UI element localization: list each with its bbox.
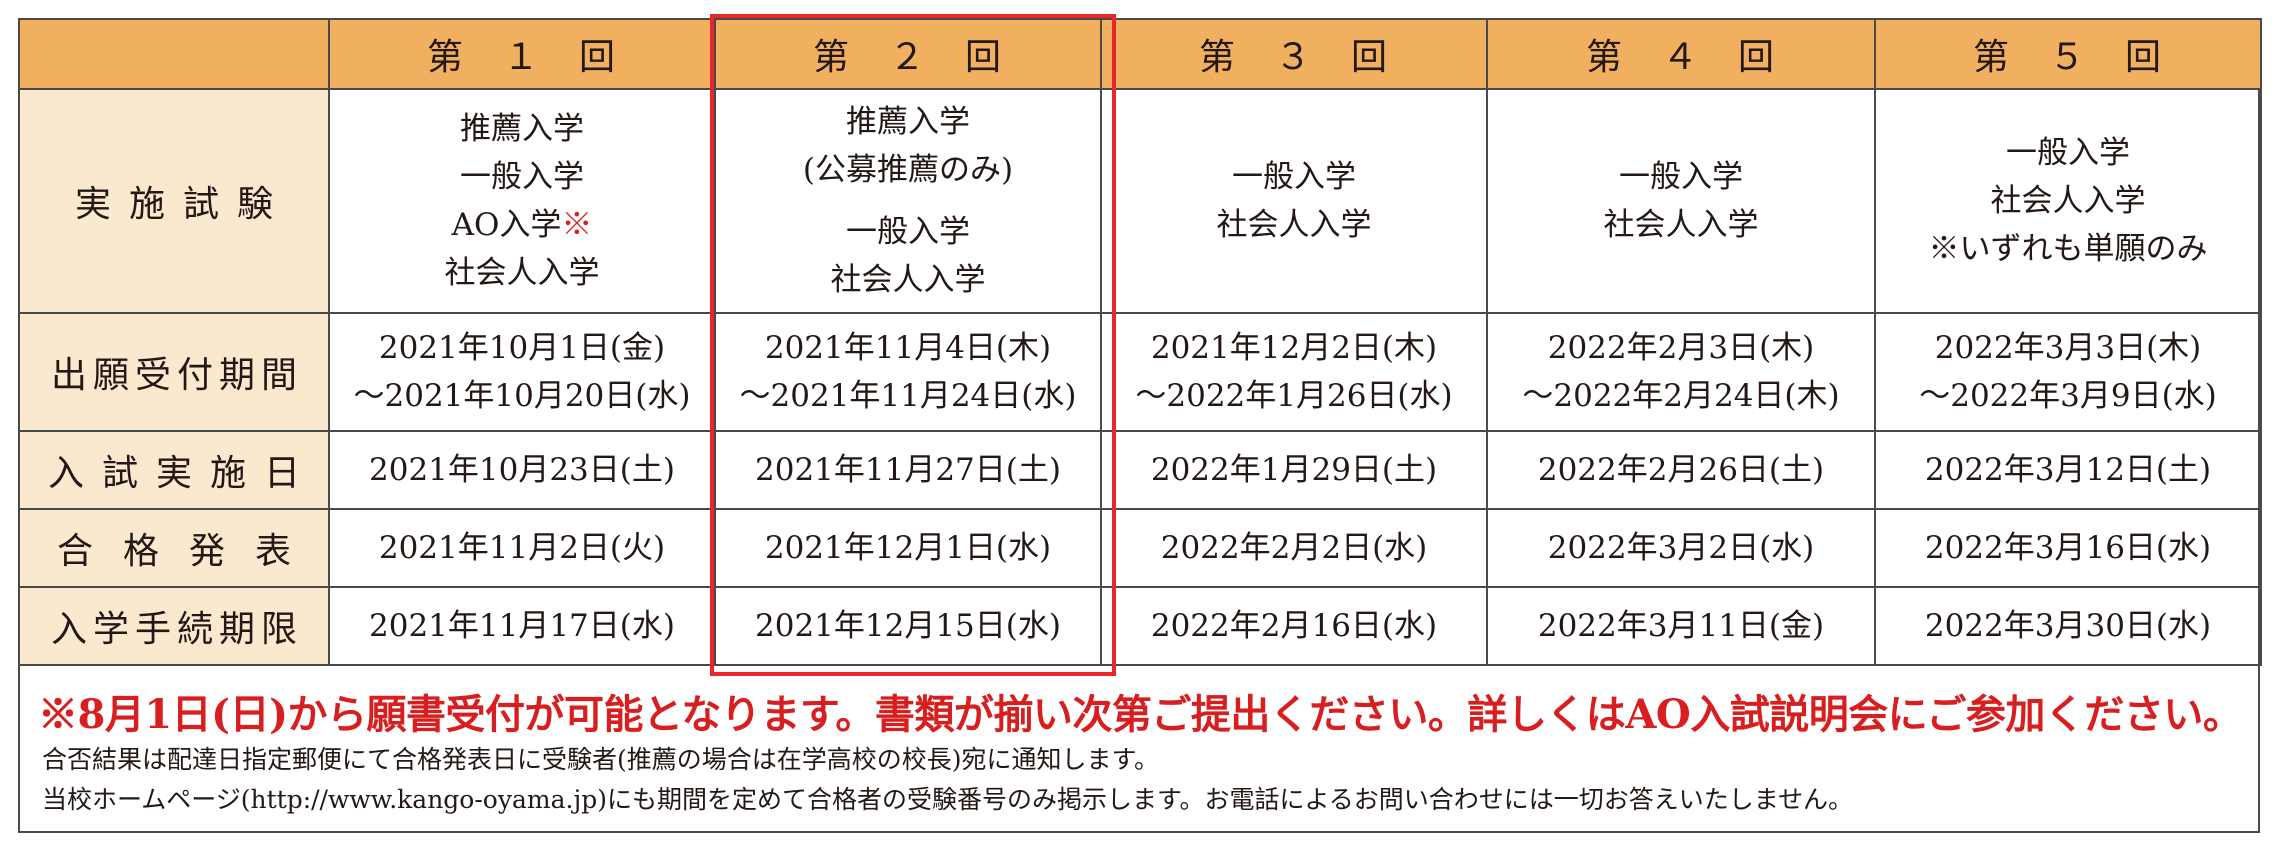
ao-note-mark: ※ <box>561 207 593 243</box>
procedure-cell-3: 2022年2月16日(水) <box>1100 586 1488 666</box>
exam-date-cell-2: 2021年11月27日(土) <box>714 430 1102 510</box>
header-row: 第 １ 回 第 ２ 回 第 ３ 回 第 ４ 回 第 ５ 回 <box>18 18 2262 90</box>
round-2-header: 第 ２ 回 <box>714 18 1102 90</box>
website-posting-note: 当校ホームページ(http://www.kango-oyama.jp)にも期間を… <box>42 785 1853 814</box>
row-label-exam-date: 入試実施日 <box>18 430 330 510</box>
procedure-cell-2: 2021年12月15日(水) <box>714 586 1102 666</box>
result-notification-note: 合否結果は配達日指定郵便にて合格発表日に受験者(推薦の場合は在学高校の校長)宛に… <box>42 745 1160 774</box>
exams-cell-4: 一般入学 社会人入学 <box>1486 88 1876 314</box>
exam-date-cell-3: 2022年1月29日(土) <box>1100 430 1488 510</box>
apply-cell-3: 2021年12月2日(木) ～2022年1月26日(水) <box>1100 312 1488 432</box>
result-row: 合格発表 2021年11月2日(火) 2021年12月1日(水) 2022年2月… <box>18 508 2262 588</box>
procedure-cell-4: 2022年3月11日(金) <box>1486 586 1876 666</box>
apply-row: 出願受付期間 2021年10月1日(金) ～2021年10月20日(水) 2021… <box>18 312 2262 432</box>
exam-date-cell-5: 2022年3月12日(土) <box>1874 430 2262 510</box>
procedure-row: 入学手続期限 2021年11月17日(水) 2021年12月15日(水) 202… <box>18 586 2262 666</box>
exam-date-row: 入試実施日 2021年10月23日(土) 2021年11月27日(土) 2022… <box>18 430 2262 510</box>
notes-section: ※8月1日(日)から願書受付が可能となります。書類が揃い次第ご提出ください。詳し… <box>20 670 2258 820</box>
procedure-cell-1: 2021年11月17日(水) <box>328 586 716 666</box>
row-label-exams: 実施試験 <box>18 88 330 314</box>
exams-row: 実施試験 推薦入学 一般入学 AO入学※ 社会人入学 推薦入学 (公募推薦のみ)… <box>18 88 2262 314</box>
application-notice: ※8月1日(日)から願書受付が可能となります。書類が揃い次第ご提出ください。詳し… <box>38 691 2243 738</box>
result-cell-3: 2022年2月2日(水) <box>1100 508 1488 588</box>
round-3-header: 第 ３ 回 <box>1100 18 1488 90</box>
exam-date-cell-1: 2021年10月23日(土) <box>328 430 716 510</box>
result-cell-2: 2021年12月1日(水) <box>714 508 1102 588</box>
exams-cell-1: 推薦入学 一般入学 AO入学※ 社会人入学 <box>328 88 716 314</box>
exam-date-cell-4: 2022年2月26日(土) <box>1486 430 1876 510</box>
round-4-header: 第 ４ 回 <box>1486 18 1876 90</box>
row-label-result: 合格発表 <box>18 508 330 588</box>
apply-cell-1: 2021年10月1日(金) ～2021年10月20日(水) <box>328 312 716 432</box>
apply-cell-5: 2022年3月3日(木) ～2022年3月9日(水) <box>1874 312 2262 432</box>
procedure-cell-5: 2022年3月30日(水) <box>1874 586 2262 666</box>
result-cell-1: 2021年11月2日(火) <box>328 508 716 588</box>
exams-cell-5: 一般入学 社会人入学 ※いずれも単願のみ <box>1874 88 2262 314</box>
result-cell-4: 2022年3月2日(水) <box>1486 508 1876 588</box>
exams-cell-2: 推薦入学 (公募推薦のみ) 一般入学 社会人入学 <box>714 88 1102 314</box>
exams-cell-3: 一般入学 社会人入学 <box>1100 88 1488 314</box>
result-cell-5: 2022年3月16日(水) <box>1874 508 2262 588</box>
row-label-procedure: 入学手続期限 <box>18 586 330 666</box>
corner-cell <box>18 18 330 90</box>
schedule-panel: 第 １ 回 第 ２ 回 第 ３ 回 第 ４ 回 第 ５ 回 実施試験 推薦入学 … <box>18 14 2262 833</box>
round-1-header: 第 １ 回 <box>328 18 716 90</box>
round-5-header: 第 ５ 回 <box>1874 18 2262 90</box>
apply-cell-2: 2021年11月4日(木) ～2021年11月24日(水) <box>714 312 1102 432</box>
exam-schedule-table: 第 １ 回 第 ２ 回 第 ３ 回 第 ４ 回 第 ５ 回 実施試験 推薦入学 … <box>18 18 2262 666</box>
row-label-apply: 出願受付期間 <box>18 312 330 432</box>
apply-cell-4: 2022年2月3日(木) ～2022年2月24日(木) <box>1486 312 1876 432</box>
